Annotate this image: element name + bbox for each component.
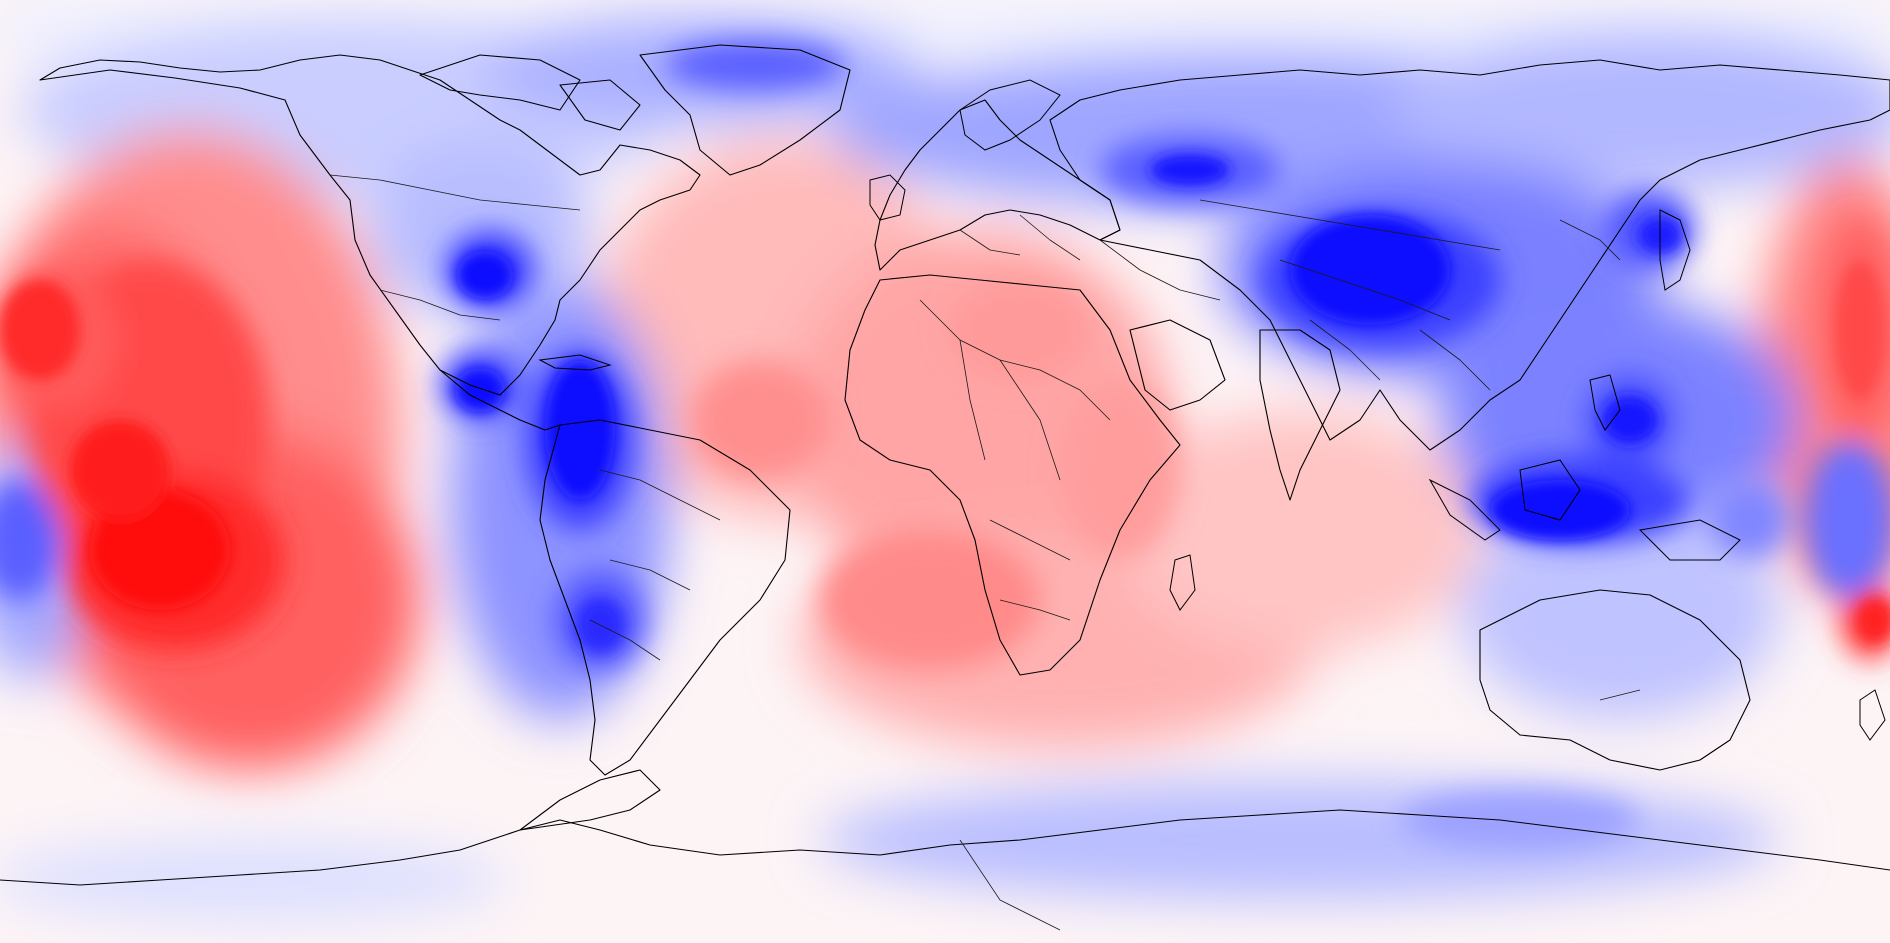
anomaly-field-cores [0, 154, 1890, 653]
coast-philippines [1589, 374, 1621, 431]
coast-new-guinea [1638, 519, 1741, 561]
coast-south-america [539, 419, 791, 776]
coast-antarctica [0, 809, 1890, 886]
coast-madagascar [1169, 554, 1196, 611]
coast-greenland [639, 44, 851, 176]
coast-japan [1659, 209, 1691, 291]
coast-antarctic-peninsula [519, 769, 661, 831]
coast-australia [1479, 589, 1751, 771]
coast-sumatra [1428, 478, 1501, 541]
coast-borneo [1519, 459, 1581, 521]
coast-arabia [1129, 319, 1226, 411]
coast-canadian-arctic [419, 54, 581, 111]
coast-new-zealand [1859, 689, 1886, 741]
coast-north-america [39, 54, 701, 396]
coast-africa [844, 274, 1181, 676]
coast-cuba [538, 354, 612, 371]
coast-scandinavia [959, 79, 1061, 151]
coastlines [0, 44, 1890, 886]
coast-india [1259, 329, 1341, 501]
coast-central-america [439, 369, 561, 431]
coast-asia [1049, 59, 1890, 451]
coast-baffin [559, 79, 641, 131]
coast-british-isles [869, 174, 906, 221]
coast-europe [874, 99, 1121, 271]
country-borders [329, 174, 1641, 931]
